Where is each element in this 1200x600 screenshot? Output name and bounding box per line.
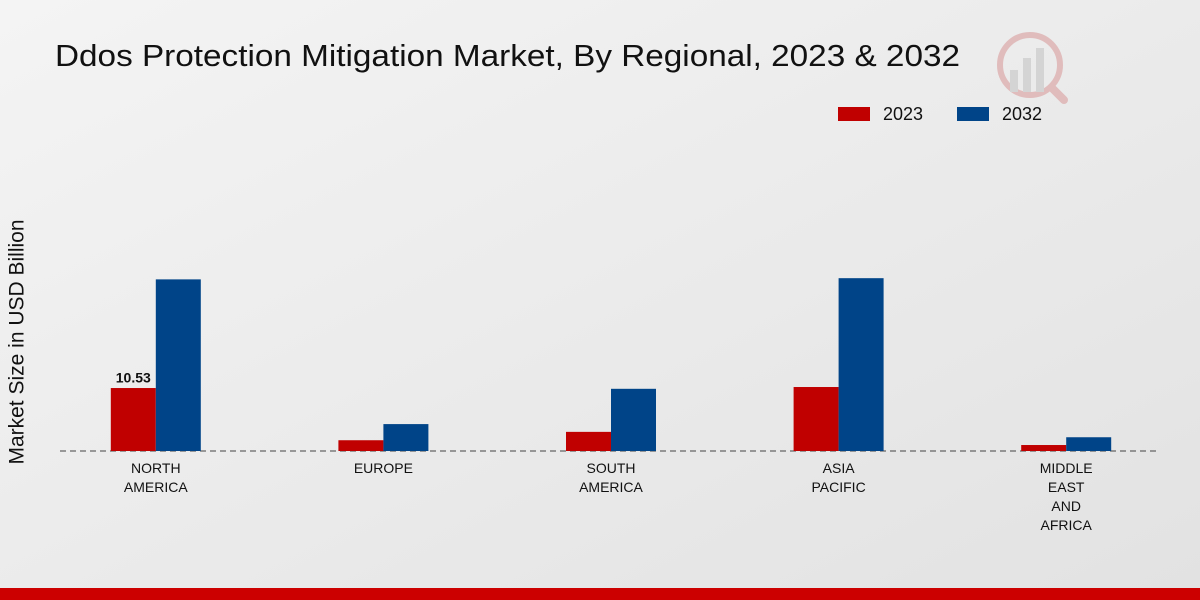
bar [1066,437,1112,451]
x-tick-label: NORTH AMERICA [124,460,188,495]
x-tick-label: ASIA PACIFIC [811,460,865,495]
bar [1021,445,1067,451]
chart-title: Ddos Protection Mitigation Market, By Re… [55,38,960,73]
x-tick-label: SOUTH AMERICA [579,460,643,495]
y-axis-label: Market Size in USD Billion [6,219,29,464]
bar [566,431,611,451]
bar [793,387,839,451]
legend-label: 2032 [1002,104,1042,124]
legend-swatch [838,107,870,121]
bar [155,279,201,451]
legend-swatch [957,107,989,121]
bar [611,388,656,451]
x-tick-label: EUROPE [354,460,413,476]
data-label: 10.53 [116,370,151,386]
bar [383,424,429,451]
footer-bar [0,588,1200,600]
bar [338,440,384,451]
legend-label: 2023 [883,104,923,124]
x-tick-label: MIDDLE EAST AND AFRICA [1040,460,1093,533]
bar [110,388,156,451]
bar [838,278,884,451]
logo [997,32,1068,104]
